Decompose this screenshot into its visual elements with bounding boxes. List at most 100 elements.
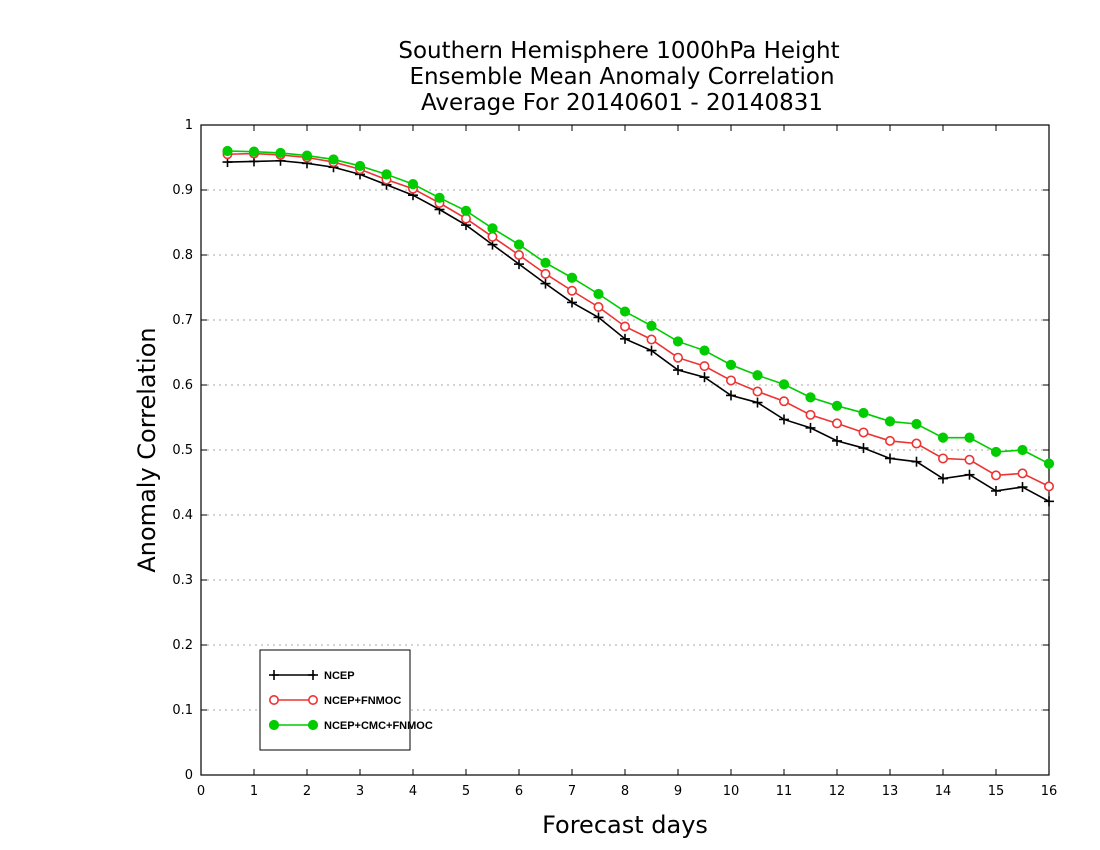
filled-circle-marker (619, 306, 631, 317)
series-ncep-cmc-fnmoc (222, 145, 1055, 469)
filled-circle-marker (307, 719, 319, 731)
legend-label: NCEP+FNMOC (324, 695, 401, 707)
y-tick-label: 0.5 (172, 443, 193, 458)
legend-box (259, 649, 411, 751)
plus-marker (832, 435, 842, 446)
filled-circle-marker (884, 416, 896, 427)
series-line (227, 159, 1050, 503)
y-tick-label: 0.3 (172, 573, 193, 588)
open-circle-marker (1017, 468, 1028, 479)
filled-circle-marker (268, 719, 280, 731)
x-tick-label: 0 (197, 784, 205, 799)
series-line (227, 150, 1050, 465)
filled-circle-marker (301, 150, 313, 161)
x-axis-label: Forecast days (542, 811, 708, 839)
open-circle-marker (699, 361, 710, 372)
filled-circle-marker (275, 147, 286, 159)
plus-marker (699, 372, 710, 383)
plus-marker (726, 390, 736, 401)
chart-title-line-2: Ensemble Mean Anomaly Correlation (409, 64, 834, 90)
series-ncep (222, 155, 1054, 507)
open-circle-marker (937, 453, 948, 464)
open-circle-marker (884, 435, 895, 446)
plus-marker (646, 345, 657, 356)
open-circle-marker (540, 268, 551, 279)
legend: NCEP NCEP+FNMOC NCEP+CMC+FNMOC (259, 649, 433, 751)
x-tick-label: 3 (356, 784, 364, 799)
open-circle-marker (646, 334, 657, 345)
filled-circle-marker (222, 145, 233, 157)
open-circle-marker (964, 454, 975, 465)
filled-circle-marker (646, 320, 657, 331)
x-tick-label: 6 (515, 784, 523, 799)
filled-circle-marker (778, 379, 790, 390)
y-axis: 0 0.1 0.2 0.3 0.4 0.5 0.6 0.7 0.8 0.9 1 (172, 118, 1049, 783)
filled-circle-marker (381, 169, 392, 180)
y-tick-label: 0.1 (172, 703, 193, 718)
open-circle-marker (990, 470, 1001, 481)
filled-circle-marker (434, 192, 445, 203)
filled-circle-marker (1043, 458, 1055, 469)
filled-circle-marker (937, 432, 949, 443)
x-tick-label: 11 (776, 784, 793, 799)
open-circle-marker (778, 396, 789, 407)
x-tick-label: 5 (462, 784, 470, 799)
filled-circle-marker (725, 359, 737, 370)
legend-label: NCEP+CMC+FNMOC (324, 720, 433, 732)
plus-marker (620, 333, 630, 344)
plus-marker (1044, 496, 1054, 507)
chart-title-line-1: Southern Hemisphere 1000hPa Height (398, 38, 839, 64)
series-layer (222, 145, 1055, 507)
y-tick-label: 0.4 (172, 508, 193, 523)
open-circle-marker (805, 409, 816, 420)
open-circle-marker (593, 301, 604, 312)
filled-circle-marker (911, 418, 922, 430)
filled-circle-marker (672, 336, 684, 347)
filled-circle-marker (513, 239, 525, 250)
plus-marker (567, 297, 577, 308)
open-circle-marker (268, 694, 279, 705)
x-tick-label: 12 (829, 784, 846, 799)
x-tick-label: 4 (409, 784, 417, 799)
open-circle-marker (619, 321, 630, 332)
y-axis-label: Anomaly Correlation (133, 327, 161, 572)
filled-circle-marker (407, 179, 419, 190)
filled-circle-marker (328, 154, 339, 165)
plus-marker (991, 485, 1001, 496)
filled-circle-marker (540, 257, 551, 268)
plus-marker (1017, 482, 1028, 493)
x-tick-label: 8 (621, 784, 629, 799)
y-tick-label: 1 (185, 118, 193, 133)
grid-lines (201, 189, 1049, 711)
open-circle-marker (1044, 481, 1055, 492)
x-tick-label: 16 (1041, 784, 1058, 799)
open-circle-marker (487, 231, 498, 242)
plus-marker (779, 414, 789, 425)
plus-marker (308, 670, 318, 680)
filled-circle-marker (964, 432, 975, 443)
filled-circle-marker (805, 392, 816, 403)
plus-marker (938, 473, 948, 484)
plus-marker (673, 365, 683, 376)
y-tick-label: 0 (185, 768, 193, 783)
open-circle-marker (831, 418, 842, 429)
legend-entry: NCEP+FNMOC (268, 694, 401, 707)
x-tick-label: 7 (568, 784, 576, 799)
plus-marker (858, 443, 869, 454)
plus-marker (514, 259, 524, 270)
filled-circle-marker (460, 205, 472, 216)
plus-marker (911, 456, 922, 467)
x-tick-label: 13 (882, 784, 899, 799)
filled-circle-marker (593, 288, 604, 300)
legend-entry: NCEP+CMC+FNMOC (268, 719, 433, 732)
open-circle-marker (725, 375, 736, 386)
open-circle-marker (911, 438, 922, 449)
legend-entry: NCEP (269, 670, 355, 682)
filled-circle-marker (248, 146, 260, 157)
open-circle-marker (752, 386, 763, 397)
filled-circle-marker (831, 400, 843, 411)
x-tick-label: 2 (303, 784, 311, 799)
y-tick-label: 0.2 (172, 638, 193, 653)
x-tick-label: 10 (723, 784, 740, 799)
